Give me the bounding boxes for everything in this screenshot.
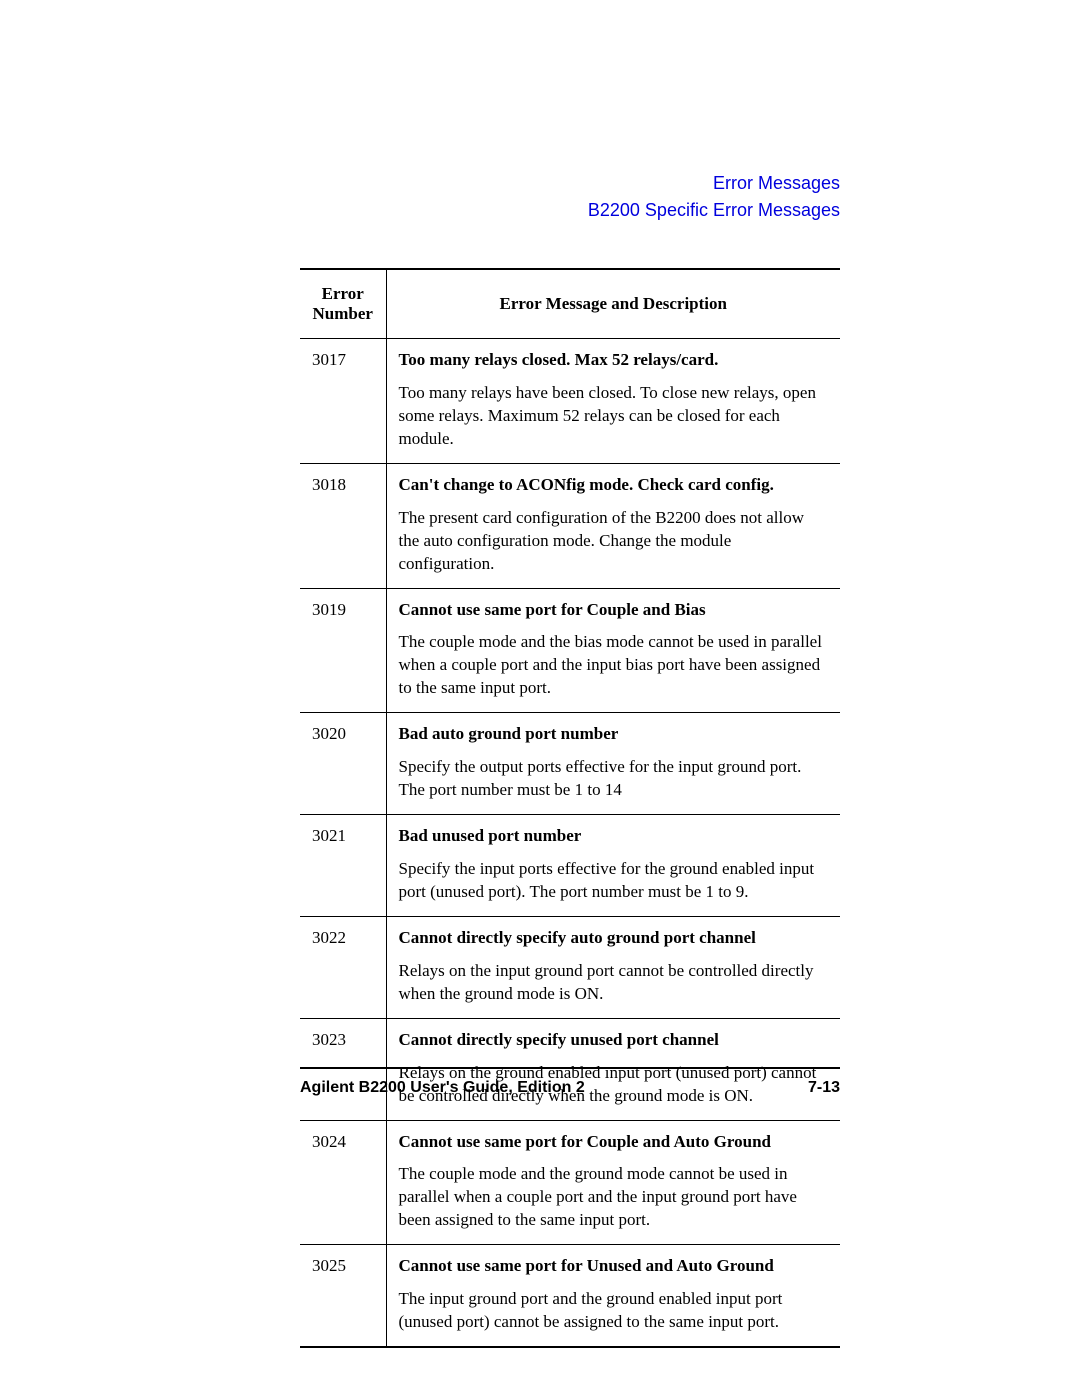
error-number-cell: 3019 — [300, 588, 386, 713]
error-description: The couple mode and the ground mode cann… — [399, 1163, 829, 1232]
error-number-cell: 3020 — [300, 713, 386, 815]
link-b2200-specific[interactable]: B2200 Specific Error Messages — [588, 200, 840, 220]
error-description: The couple mode and the bias mode cannot… — [399, 631, 829, 700]
col-header-error-number: Error Number — [300, 269, 386, 339]
footer-title: Agilent B2200 User's Guide, Edition 2 — [300, 1079, 585, 1097]
error-title: Cannot directly specify unused port chan… — [399, 1029, 829, 1052]
page-content: Error Messages B2200 Specific Error Mess… — [0, 0, 1080, 1348]
col-header-message: Error Message and Description — [386, 269, 840, 339]
header-links: Error Messages B2200 Specific Error Mess… — [300, 170, 840, 224]
error-message-cell: Cannot use same port for Unused and Auto… — [386, 1245, 840, 1347]
footer-page-number: 7-13 — [808, 1079, 840, 1097]
table-head: Error Number Error Message and Descripti… — [300, 269, 840, 339]
error-message-cell: Can't change to ACONfig mode. Check card… — [386, 463, 840, 588]
table-row: 3021 Bad unused port number Specify the in… — [300, 815, 840, 917]
table-body: 3017 Too many relays closed. Max 52 relay… — [300, 339, 840, 1348]
error-title: Too many relays closed. Max 52 relays/ca… — [399, 349, 829, 372]
error-title: Cannot use same port for Couple and Bias — [399, 599, 829, 622]
error-message-cell: Cannot use same port for Couple and Bias… — [386, 588, 840, 713]
error-number-cell: 3018 — [300, 463, 386, 588]
table-row: 3024 Cannot use same port for Couple and … — [300, 1120, 840, 1245]
error-number-cell: 3025 — [300, 1245, 386, 1347]
error-message-cell: Bad unused port number Specify the input … — [386, 815, 840, 917]
error-message-cell: Cannot use same port for Couple and Auto… — [386, 1120, 840, 1245]
error-description: Specify the input ports effective for th… — [399, 858, 829, 904]
error-description: Relays on the input ground port cannot b… — [399, 960, 829, 1006]
page-footer: Agilent B2200 User's Guide, Edition 2 7-… — [300, 1067, 840, 1097]
table-row: 3020 Bad auto ground port number Specify t… — [300, 713, 840, 815]
error-title: Cannot directly specify auto ground port… — [399, 927, 829, 950]
error-title: Cannot use same port for Couple and Auto… — [399, 1131, 829, 1154]
error-title: Can't change to ACONfig mode. Check card… — [399, 474, 829, 497]
error-number-cell: 3017 — [300, 339, 386, 464]
error-message-cell: Bad auto ground port number Specify the o… — [386, 713, 840, 815]
link-error-messages[interactable]: Error Messages — [713, 173, 840, 193]
error-title: Cannot use same port for Unused and Auto… — [399, 1255, 829, 1278]
table-row: 3017 Too many relays closed. Max 52 relay… — [300, 339, 840, 464]
error-table: Error Number Error Message and Descripti… — [300, 268, 840, 1348]
table-row: 3019Cannot use same port for Couple and … — [300, 588, 840, 713]
error-message-cell: Too many relays closed. Max 52 relays/ca… — [386, 339, 840, 464]
error-number-cell: 3024 — [300, 1120, 386, 1245]
error-description: The present card configuration of the B2… — [399, 507, 829, 576]
error-description: Specify the output ports effective for t… — [399, 756, 829, 802]
error-number-cell: 3021 — [300, 815, 386, 917]
table-row: 3022 Cannot directly specify auto ground … — [300, 916, 840, 1018]
error-description: The input ground port and the ground ena… — [399, 1288, 829, 1334]
table-row: 3025 Cannot use same port for Unused and … — [300, 1245, 840, 1347]
table-row: 3018 Can't change to ACONfig mode. Check … — [300, 463, 840, 588]
error-number-cell: 3022 — [300, 916, 386, 1018]
error-description: Too many relays have been closed. To clo… — [399, 382, 829, 451]
error-title: Bad auto ground port number — [399, 723, 829, 746]
error-message-cell: Cannot directly specify auto ground port… — [386, 916, 840, 1018]
error-title: Bad unused port number — [399, 825, 829, 848]
